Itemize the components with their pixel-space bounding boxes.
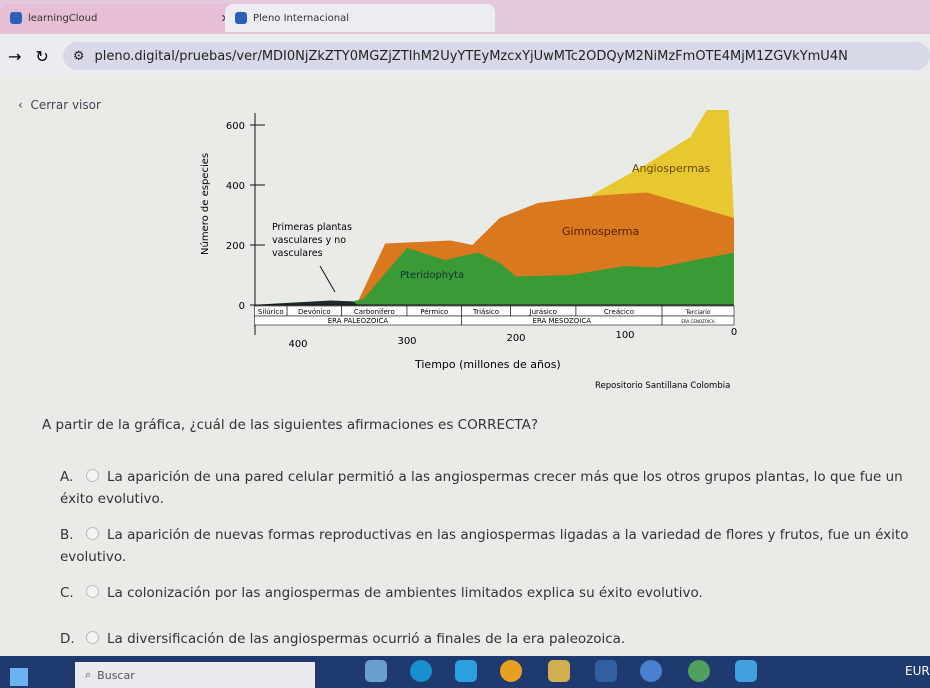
- file-explorer-icon[interactable]: [548, 660, 570, 682]
- period-label: Creácico: [604, 308, 634, 316]
- tab-label: learningCloud: [28, 12, 98, 24]
- option-letter: D.: [60, 631, 75, 647]
- tray-text: EUR: [905, 664, 930, 678]
- chrome-profile-2-icon[interactable]: [688, 660, 710, 682]
- answer-option[interactable]: B. La aparición de nuevas formas reproduc…: [60, 524, 920, 568]
- x-tick-label: 300: [397, 336, 416, 347]
- tab-bar: learningCloud✕ Pleno Internacional: [0, 0, 930, 34]
- question-prompt: A partir de la gráfica, ¿cuál de las sig…: [42, 417, 539, 433]
- tab-pleno[interactable]: Pleno Internacional: [225, 4, 495, 32]
- search-icon: ⌕: [85, 668, 92, 681]
- era-band: [661, 315, 735, 326]
- series-label-pteridophyta: Pteridophyta: [400, 270, 464, 281]
- x-axis-label: Tiempo (millones de años): [414, 358, 561, 371]
- x-tick-label: 0: [731, 327, 737, 338]
- era-label: ERA PALEOZOICA: [328, 317, 389, 325]
- browser-toolbar: → ↻ ⚙ pleno.digital/pruebas/ver/MDI0NjZkZ…: [0, 34, 930, 78]
- taskbar-search[interactable]: ⌕ Buscar: [75, 662, 315, 688]
- edge-icon[interactable]: [410, 660, 432, 682]
- address-bar[interactable]: ⚙ pleno.digital/pruebas/ver/MDI0NjZkZTY0M…: [62, 42, 930, 70]
- close-viewer-label: Cerrar visor: [30, 98, 101, 112]
- option-radio[interactable]: [86, 585, 99, 598]
- site-settings-icon[interactable]: ⚙: [72, 48, 85, 64]
- era-label: ERA CENOZOICA: [681, 319, 714, 324]
- pleno-favicon-icon: [235, 12, 247, 24]
- series-label-angiospermas: Angiospermas: [632, 162, 711, 175]
- period-label: Carbonífero: [354, 308, 395, 316]
- x-tick-label: 200: [506, 333, 525, 344]
- y-tick-label: 600: [226, 121, 245, 132]
- answer-option[interactable]: D. La diversificación de las angiospermas…: [60, 628, 920, 650]
- mail-icon[interactable]: [455, 660, 477, 682]
- period-label: Triásico: [472, 308, 499, 316]
- series-label-gimnosperma: Gimnosperma: [562, 225, 639, 238]
- species-chart: 0 200 400 600 400 300 200 100 0 Silúrico Devónico C…: [199, 110, 737, 391]
- taskbar-app-icon[interactable]: [365, 660, 387, 682]
- answer-option[interactable]: C. La colonización por las angiospermas d…: [60, 582, 920, 604]
- area-pteridophyta: [352, 248, 734, 305]
- option-letter: A.: [60, 469, 74, 485]
- option-text: La aparición de nuevas formas reproducti…: [60, 527, 909, 565]
- area-primeras: [248, 300, 358, 305]
- era-label: ERA MESOZOICA: [533, 317, 592, 325]
- period-label: Terciario: [684, 309, 710, 316]
- period-label: Silúrico: [258, 308, 284, 316]
- option-text: La colonización por las angiospermas de …: [107, 585, 703, 601]
- url-text: pleno.digital/pruebas/ver/MDI0NjZkZTY0MG…: [94, 48, 848, 64]
- windows-start-icon[interactable]: [10, 668, 28, 686]
- store-icon[interactable]: [595, 660, 617, 682]
- x-tick-label: 100: [615, 330, 634, 341]
- period-label: Devónico: [298, 308, 331, 316]
- chrome-profile-icon[interactable]: [640, 660, 662, 682]
- option-letter: C.: [60, 585, 74, 601]
- reload-icon[interactable]: ↻: [35, 46, 49, 66]
- tab-label: Pleno Internacional: [253, 12, 349, 24]
- period-label: Pérmico: [420, 308, 448, 316]
- photos-icon[interactable]: [735, 660, 757, 682]
- learningcloud-favicon-icon: [10, 12, 22, 24]
- tab-learningcloud[interactable]: learningCloud✕: [0, 4, 240, 32]
- y-tick-label: 400: [226, 181, 245, 192]
- option-radio[interactable]: [86, 527, 99, 540]
- series-label-primeras-plantas: Primeras plantas vasculares y no vasculare…: [272, 222, 352, 259]
- period-label: Jurásico: [529, 308, 557, 316]
- option-letter: B.: [60, 527, 74, 543]
- y-tick-label: 200: [226, 241, 245, 252]
- option-radio[interactable]: [86, 469, 99, 482]
- y-axis-label: Número de especies: [199, 153, 211, 255]
- search-placeholder: Buscar: [97, 668, 135, 682]
- chrome-icon[interactable]: [500, 660, 522, 682]
- forward-icon[interactable]: →: [8, 46, 22, 66]
- option-text: La diversificación de las angiospermas o…: [107, 631, 626, 647]
- chart-source: Repositorio Santillana Colombia: [595, 381, 730, 391]
- label-pointer: [319, 265, 336, 293]
- close-viewer-link[interactable]: ‹ Cerrar visor: [18, 98, 101, 112]
- y-tick-label: 0: [239, 301, 245, 312]
- answer-option[interactable]: A. La aparición de una pared celular perm…: [60, 466, 920, 510]
- option-radio[interactable]: [86, 631, 99, 644]
- x-tick-label: 400: [288, 339, 307, 350]
- option-text: La aparición de una pared celular permit…: [60, 469, 903, 507]
